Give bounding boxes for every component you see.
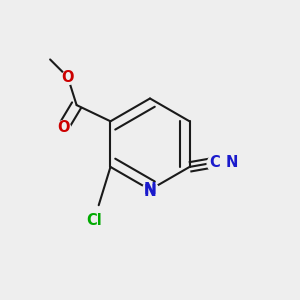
Text: Cl: Cl (86, 213, 102, 228)
Text: N: N (144, 182, 156, 197)
Text: N: N (226, 155, 239, 170)
Text: O: O (57, 120, 70, 135)
Text: O: O (61, 70, 74, 85)
Text: C: C (209, 155, 220, 170)
Text: N: N (144, 184, 156, 199)
